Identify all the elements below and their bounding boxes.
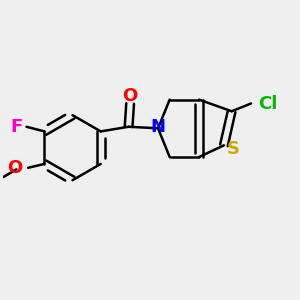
Text: S: S [227, 140, 240, 158]
Text: O: O [8, 159, 22, 177]
Text: Cl: Cl [258, 94, 278, 112]
Text: N: N [151, 118, 166, 136]
Text: O: O [122, 87, 138, 105]
Text: F: F [11, 118, 22, 136]
